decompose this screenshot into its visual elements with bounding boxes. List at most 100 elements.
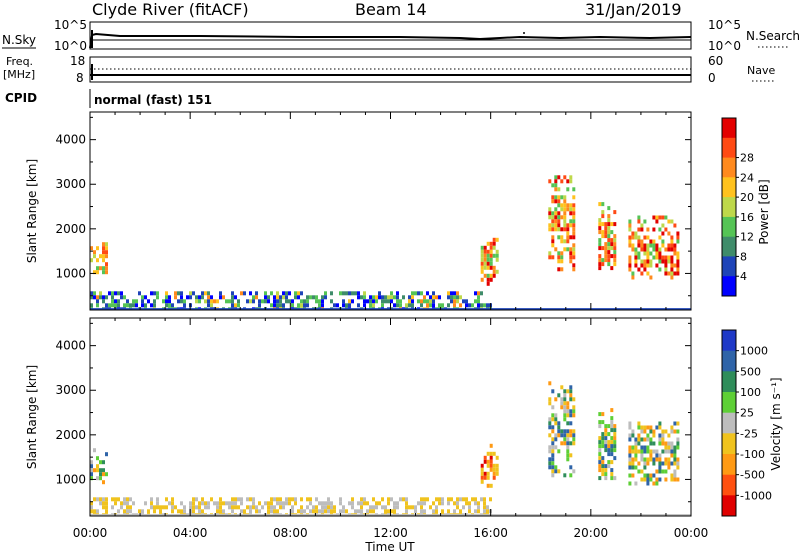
echo-cell	[333, 303, 336, 308]
echo-cell	[643, 219, 647, 224]
echo-cell	[156, 295, 159, 300]
cpid-label: CPID	[5, 91, 37, 105]
echo-cell	[652, 255, 656, 260]
echo-cell	[548, 445, 552, 450]
cpid-panel: CPID normal (fast) 151	[5, 89, 212, 108]
nsearch-tick-bottom: 10^0	[708, 39, 741, 53]
echo-cell	[655, 453, 659, 458]
echo-cell	[96, 246, 99, 251]
echo-cell	[141, 509, 144, 514]
echo-cell	[637, 449, 641, 454]
echo-cell	[102, 497, 105, 502]
echo-cell	[459, 509, 462, 514]
echo-cell	[557, 223, 561, 228]
nsky-dot	[523, 32, 525, 34]
echo-cell	[480, 471, 484, 476]
echo-cell	[554, 437, 558, 442]
echo-cell	[366, 509, 369, 514]
echo-cell	[474, 291, 477, 296]
echo-cell	[676, 441, 680, 446]
echo-cell	[438, 295, 441, 300]
echo-cell	[655, 255, 659, 260]
echo-cell	[315, 509, 318, 514]
echo-cell	[201, 291, 204, 296]
echo-cell	[180, 299, 183, 304]
echo-cell	[114, 291, 117, 296]
echo-cell	[643, 461, 647, 466]
power-yaxis: 1000 2000 3000 4000	[55, 116, 691, 297]
echo-cell	[676, 231, 680, 236]
echo-cell	[554, 433, 558, 438]
echo-cell	[646, 481, 650, 486]
echo-cell	[604, 464, 608, 469]
echo-cell	[610, 424, 614, 429]
echo-cell	[652, 215, 656, 220]
echo-cell	[474, 509, 477, 514]
echo-cell	[198, 505, 201, 510]
echo-cell	[495, 467, 499, 472]
echo-cell	[646, 433, 650, 438]
echo-cell	[628, 235, 632, 240]
echo-cell	[566, 457, 570, 462]
echo-cell	[276, 497, 279, 502]
echo-cell	[637, 235, 641, 240]
echo-cell	[560, 207, 564, 212]
nsearch-tick-top: 10^5	[708, 18, 741, 32]
echo-cell	[601, 472, 605, 477]
echo-cell	[628, 243, 632, 248]
echo-cell	[566, 247, 570, 252]
nsearch-label: N.Search	[746, 29, 800, 43]
echo-cell	[598, 444, 602, 449]
echo-cell	[560, 433, 564, 438]
echo-cell	[114, 303, 117, 308]
echo-cell	[566, 429, 570, 434]
echo-cell	[667, 441, 671, 446]
echo-cell	[572, 211, 576, 216]
echo-cell	[405, 501, 408, 506]
echo-cell	[105, 472, 108, 477]
echo-cell	[495, 253, 499, 258]
echo-cell	[631, 275, 635, 280]
echo-cell	[105, 295, 108, 300]
echo-cell	[649, 437, 653, 442]
echo-cell	[486, 257, 490, 262]
echo-cell	[483, 475, 487, 480]
echo-cell	[607, 440, 611, 445]
echo-cell	[282, 303, 285, 308]
echo-cell	[607, 230, 611, 235]
echo-cell	[572, 405, 576, 410]
echo-cell	[207, 505, 210, 510]
echo-cell	[183, 509, 186, 514]
echo-cell	[670, 239, 674, 244]
echo-cell	[306, 303, 309, 308]
echo-cell	[204, 501, 207, 506]
echo-cell	[572, 195, 576, 200]
echo-cell	[450, 295, 453, 300]
echo-cell	[348, 291, 351, 296]
echo-cell	[557, 267, 561, 272]
echo-cell	[572, 247, 576, 252]
echo-cell	[655, 219, 659, 224]
echo-cell	[99, 295, 102, 300]
echo-cell	[548, 207, 552, 212]
echo-cell	[300, 505, 303, 510]
echo-cell	[640, 437, 644, 442]
echo-cell	[432, 295, 435, 300]
echo-cell	[249, 505, 252, 510]
echo-cell	[560, 259, 564, 264]
echo-cell	[294, 291, 297, 296]
freq-tick-bottom: 8	[76, 71, 84, 85]
echo-cell	[189, 295, 192, 300]
echo-cell	[174, 295, 177, 300]
echo-cell	[114, 501, 117, 506]
echo-cell	[126, 497, 129, 502]
echo-cell	[661, 259, 665, 264]
echo-cell	[150, 303, 153, 308]
echo-cell	[102, 295, 105, 300]
echo-cell	[288, 291, 291, 296]
echo-cell	[252, 501, 255, 506]
echo-cell	[598, 230, 602, 235]
echo-cell	[607, 218, 611, 223]
echo-cell	[673, 453, 677, 458]
echo-cell	[658, 465, 662, 470]
